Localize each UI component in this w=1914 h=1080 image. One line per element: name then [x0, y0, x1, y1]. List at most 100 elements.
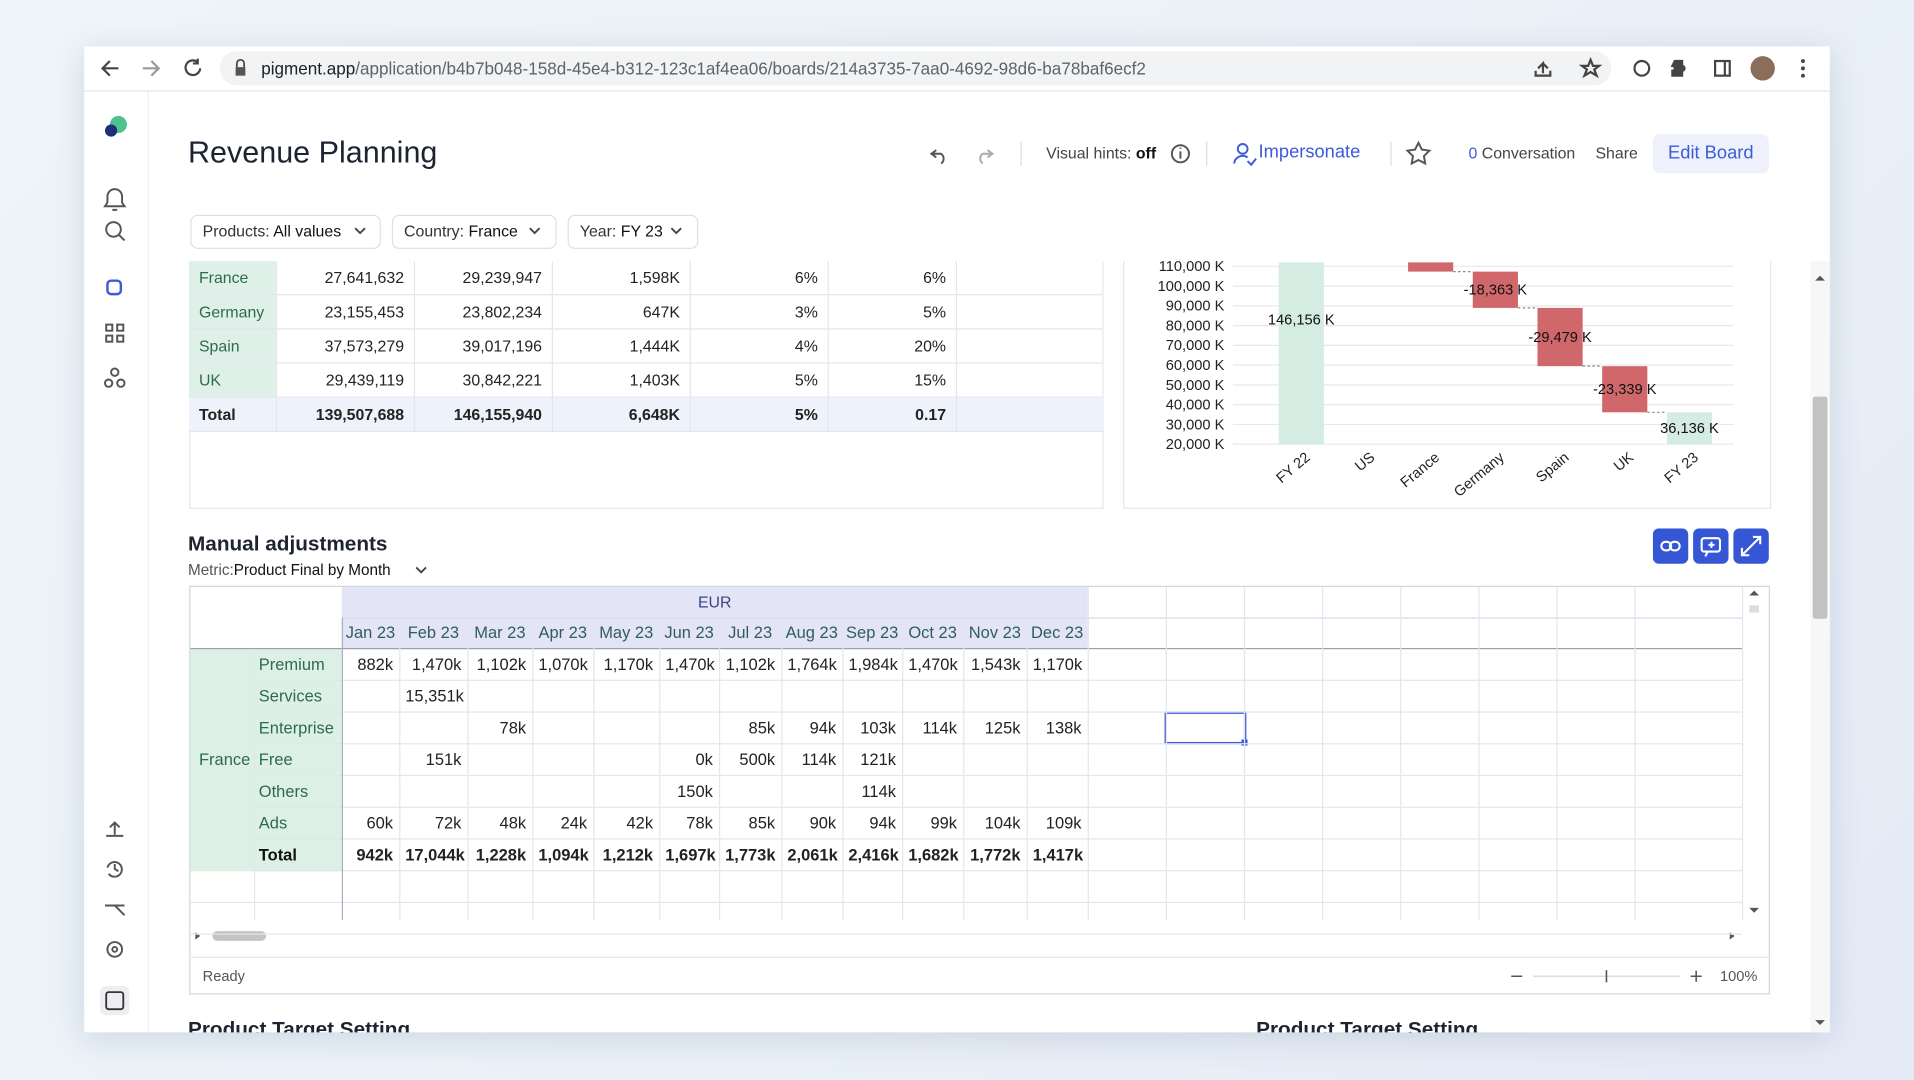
- col-line: [1243, 586, 1246, 921]
- table-cell: 1,598K: [629, 268, 680, 287]
- value-label: -18,363 K: [1464, 283, 1528, 299]
- col-line: [718, 617, 721, 921]
- row-header-bg: [190, 649, 342, 872]
- grid-cell: 1,102k: [725, 655, 776, 674]
- grid-cell: 1,170k: [1032, 655, 1083, 674]
- h-scroll-thumb[interactable]: [212, 931, 267, 941]
- apps[interactable]: [105, 323, 125, 343]
- col-line: [1165, 586, 1167, 921]
- settings[interactable]: [106, 941, 124, 958]
- header-line: [341, 617, 1742, 619]
- browser-icons: [100, 56, 1805, 81]
- section-title: Product Target Setting: [187, 1017, 411, 1033]
- reload[interactable]: [184, 58, 202, 77]
- grid-cell: 48k: [499, 813, 527, 833]
- row-line: [253, 679, 1742, 681]
- favorite[interactable]: [1405, 140, 1432, 166]
- conversation[interactable]: 0 Conversation: [1469, 144, 1576, 162]
- month-header: Jan 23: [345, 623, 396, 642]
- sidebar: [100, 115, 130, 1016]
- grid-cell: 1,697k: [665, 845, 716, 864]
- grid-cell: 85k: [748, 718, 776, 738]
- menu[interactable]: [1801, 59, 1805, 78]
- grid-actions: [1652, 528, 1769, 564]
- undo[interactable]: [929, 149, 945, 165]
- table-cell: 30,842,221: [462, 370, 542, 390]
- address-bar[interactable]: [219, 51, 1612, 86]
- month-header: Jun 23: [664, 623, 714, 642]
- x-tick-label: FY 23: [1662, 450, 1702, 487]
- back[interactable]: [100, 60, 119, 77]
- table-cell: 0.17: [915, 405, 947, 424]
- boards[interactable]: [106, 279, 123, 296]
- search[interactable]: [105, 221, 122, 238]
- month-header: Apr 23: [538, 623, 588, 642]
- col-line: [1322, 586, 1324, 921]
- sidepanel[interactable]: [1713, 59, 1731, 77]
- forward[interactable]: [142, 60, 161, 77]
- month-header: May 23: [599, 623, 654, 642]
- visual-hints[interactable]: Visual hints: off: [1046, 144, 1156, 162]
- share[interactable]: Share: [1595, 143, 1638, 163]
- value-label: -29,479 K: [1528, 330, 1592, 346]
- grid-cell: 1,102k: [476, 655, 527, 674]
- grid-cell: 60k: [366, 813, 394, 833]
- metric-selector[interactable]: Metric:Product Final by Month: [188, 561, 391, 578]
- formula[interactable]: [100, 986, 130, 1016]
- table-cell: 23,802,234: [462, 302, 542, 321]
- x-tick-label: France: [1398, 450, 1443, 492]
- grid-cell: 103k: [860, 718, 896, 738]
- filter[interactable]: Products: All values: [190, 214, 381, 249]
- col-line: [253, 649, 256, 921]
- edit-board[interactable]: Edit Board: [1652, 134, 1769, 174]
- zoom-control: [1511, 970, 1702, 983]
- branches[interactable]: [104, 904, 126, 916]
- extension[interactable]: [1633, 59, 1651, 77]
- page-scroll-thumb[interactable]: [1812, 396, 1828, 619]
- table-cell: 1,444K: [629, 336, 680, 356]
- table-cell: 647K: [642, 302, 680, 321]
- bar: [1602, 366, 1648, 413]
- zoom-in[interactable]: [1690, 970, 1702, 982]
- section-title: Product Target Setting: [1256, 1017, 1479, 1033]
- filter[interactable]: Country: France: [391, 214, 557, 249]
- grid-cell: 500k: [739, 750, 776, 769]
- bar: [1472, 271, 1518, 308]
- bookmark[interactable]: [1578, 56, 1603, 79]
- table-cell: 6%: [794, 268, 818, 287]
- impersonate[interactable]: Impersonate: [1258, 141, 1361, 163]
- redo[interactable]: [979, 149, 995, 165]
- table-cell: 1,403K: [629, 370, 680, 390]
- filter-chevrons: [354, 227, 682, 235]
- y-tick-label: 40,000 K: [1166, 398, 1225, 414]
- table-cell: Germany: [189, 295, 276, 330]
- col-line: [955, 261, 958, 432]
- table-cell: 6,648K: [628, 405, 680, 424]
- filter-value: France: [468, 222, 518, 241]
- history[interactable]: [106, 861, 123, 878]
- extensions[interactable]: [1670, 59, 1686, 77]
- grid-cell: 1,470k: [908, 655, 958, 674]
- grid-cell: 1,070k: [538, 655, 588, 674]
- row-line: [189, 362, 1103, 364]
- bar: [1408, 262, 1454, 272]
- y-tick-label: 90,000 K: [1166, 299, 1225, 315]
- table-cell: France: [189, 261, 276, 296]
- row-line: [189, 430, 1103, 432]
- row-label: Premium: [258, 655, 325, 674]
- avatar[interactable]: [1750, 56, 1775, 81]
- col-line: [341, 617, 344, 921]
- grid-cell: 1,417k: [1032, 845, 1084, 864]
- chrome-divider: [84, 90, 1830, 92]
- grid-cell: 942k: [356, 845, 394, 864]
- month-header: Aug 23: [785, 623, 838, 642]
- notifications[interactable]: [103, 188, 127, 211]
- import[interactable]: [106, 821, 124, 837]
- members[interactable]: [104, 367, 126, 388]
- share-page[interactable]: [1534, 60, 1552, 77]
- row-line: [253, 806, 1742, 808]
- value-label: 146,156 K: [1268, 312, 1335, 328]
- info[interactable]: [1170, 144, 1190, 164]
- grid-cell: 17,044k: [405, 845, 465, 864]
